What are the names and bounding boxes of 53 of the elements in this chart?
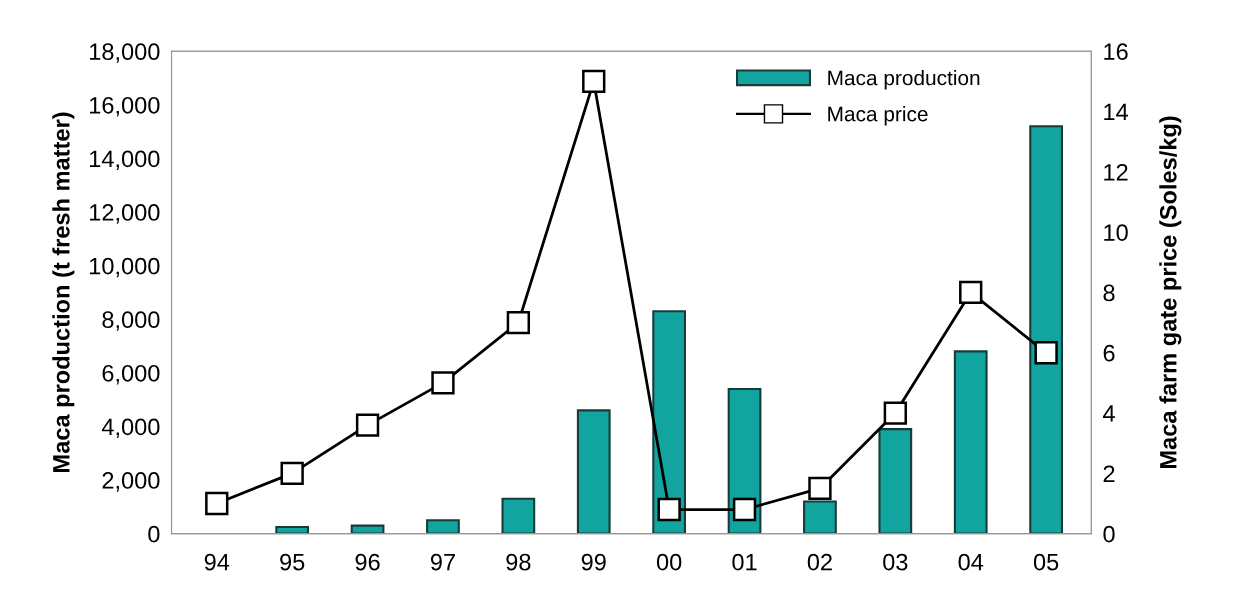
y-tick-label: 2,000	[102, 472, 160, 492]
bar	[1029, 125, 1063, 534]
y2-tick-label: 14	[1104, 103, 1129, 121]
point	[808, 476, 832, 501]
bar	[576, 409, 611, 534]
y2-tick-label: 0	[1103, 525, 1115, 543]
point	[959, 280, 983, 305]
y2-tick-label: 16	[1104, 43, 1128, 61]
y2-tick-label: 12	[1104, 163, 1128, 181]
x-tick-label: 96	[355, 553, 380, 571]
y2-tick-label: 10	[1104, 224, 1128, 241]
bar	[803, 500, 837, 534]
legend-label: Maca price	[828, 106, 928, 126]
x-tick-label: 99	[581, 553, 606, 571]
y-axis-title: Maca production (t fresh matter)	[52, 112, 75, 472]
bar	[501, 497, 536, 534]
y-tick-label: 0	[148, 525, 160, 543]
point	[1034, 341, 1058, 365]
x-tick-label: 94	[204, 553, 230, 571]
bar	[878, 428, 913, 534]
y-tick-label: 4,000	[101, 418, 160, 439]
y2-tick-label: 2	[1103, 465, 1115, 482]
bar	[953, 350, 988, 534]
point	[355, 413, 380, 437]
point	[506, 310, 531, 335]
point	[205, 491, 229, 516]
y-tick-label: 16,000	[90, 96, 160, 117]
y-tick-label: 8,000	[102, 311, 160, 331]
y-tick-label: 10,000	[90, 257, 160, 278]
y-tick-label: 14,000	[90, 150, 160, 171]
point	[732, 497, 757, 522]
bar	[275, 525, 310, 534]
y2-tick-label: 6	[1103, 344, 1115, 362]
x-tick-label: 02	[807, 553, 832, 571]
x-tick-label: 95	[280, 553, 305, 571]
legend-label: Maca production	[828, 70, 980, 90]
y2-axis-title: Maca farm gate price (Soles/kg)	[1159, 116, 1182, 469]
bar	[426, 519, 460, 534]
x-tick-label: 97	[430, 553, 455, 571]
y2-tick-label: 8	[1103, 284, 1115, 302]
point	[883, 401, 907, 425]
y-tick-label: 12,000	[90, 204, 160, 224]
x-tick-label: 98	[506, 553, 531, 571]
point	[280, 461, 304, 486]
x-tick-label: 01	[732, 553, 757, 571]
x-tick-label: 05	[1033, 553, 1059, 571]
y-tick-label: 6,000	[102, 364, 160, 385]
y2-tick-label: 4	[1103, 405, 1115, 422]
point	[657, 497, 681, 522]
x-tick-label: 04	[958, 553, 984, 571]
x-tick-label: 00	[656, 553, 682, 571]
y-tick-label: 18,000	[90, 43, 160, 63]
x-tick-label: 03	[883, 553, 908, 571]
